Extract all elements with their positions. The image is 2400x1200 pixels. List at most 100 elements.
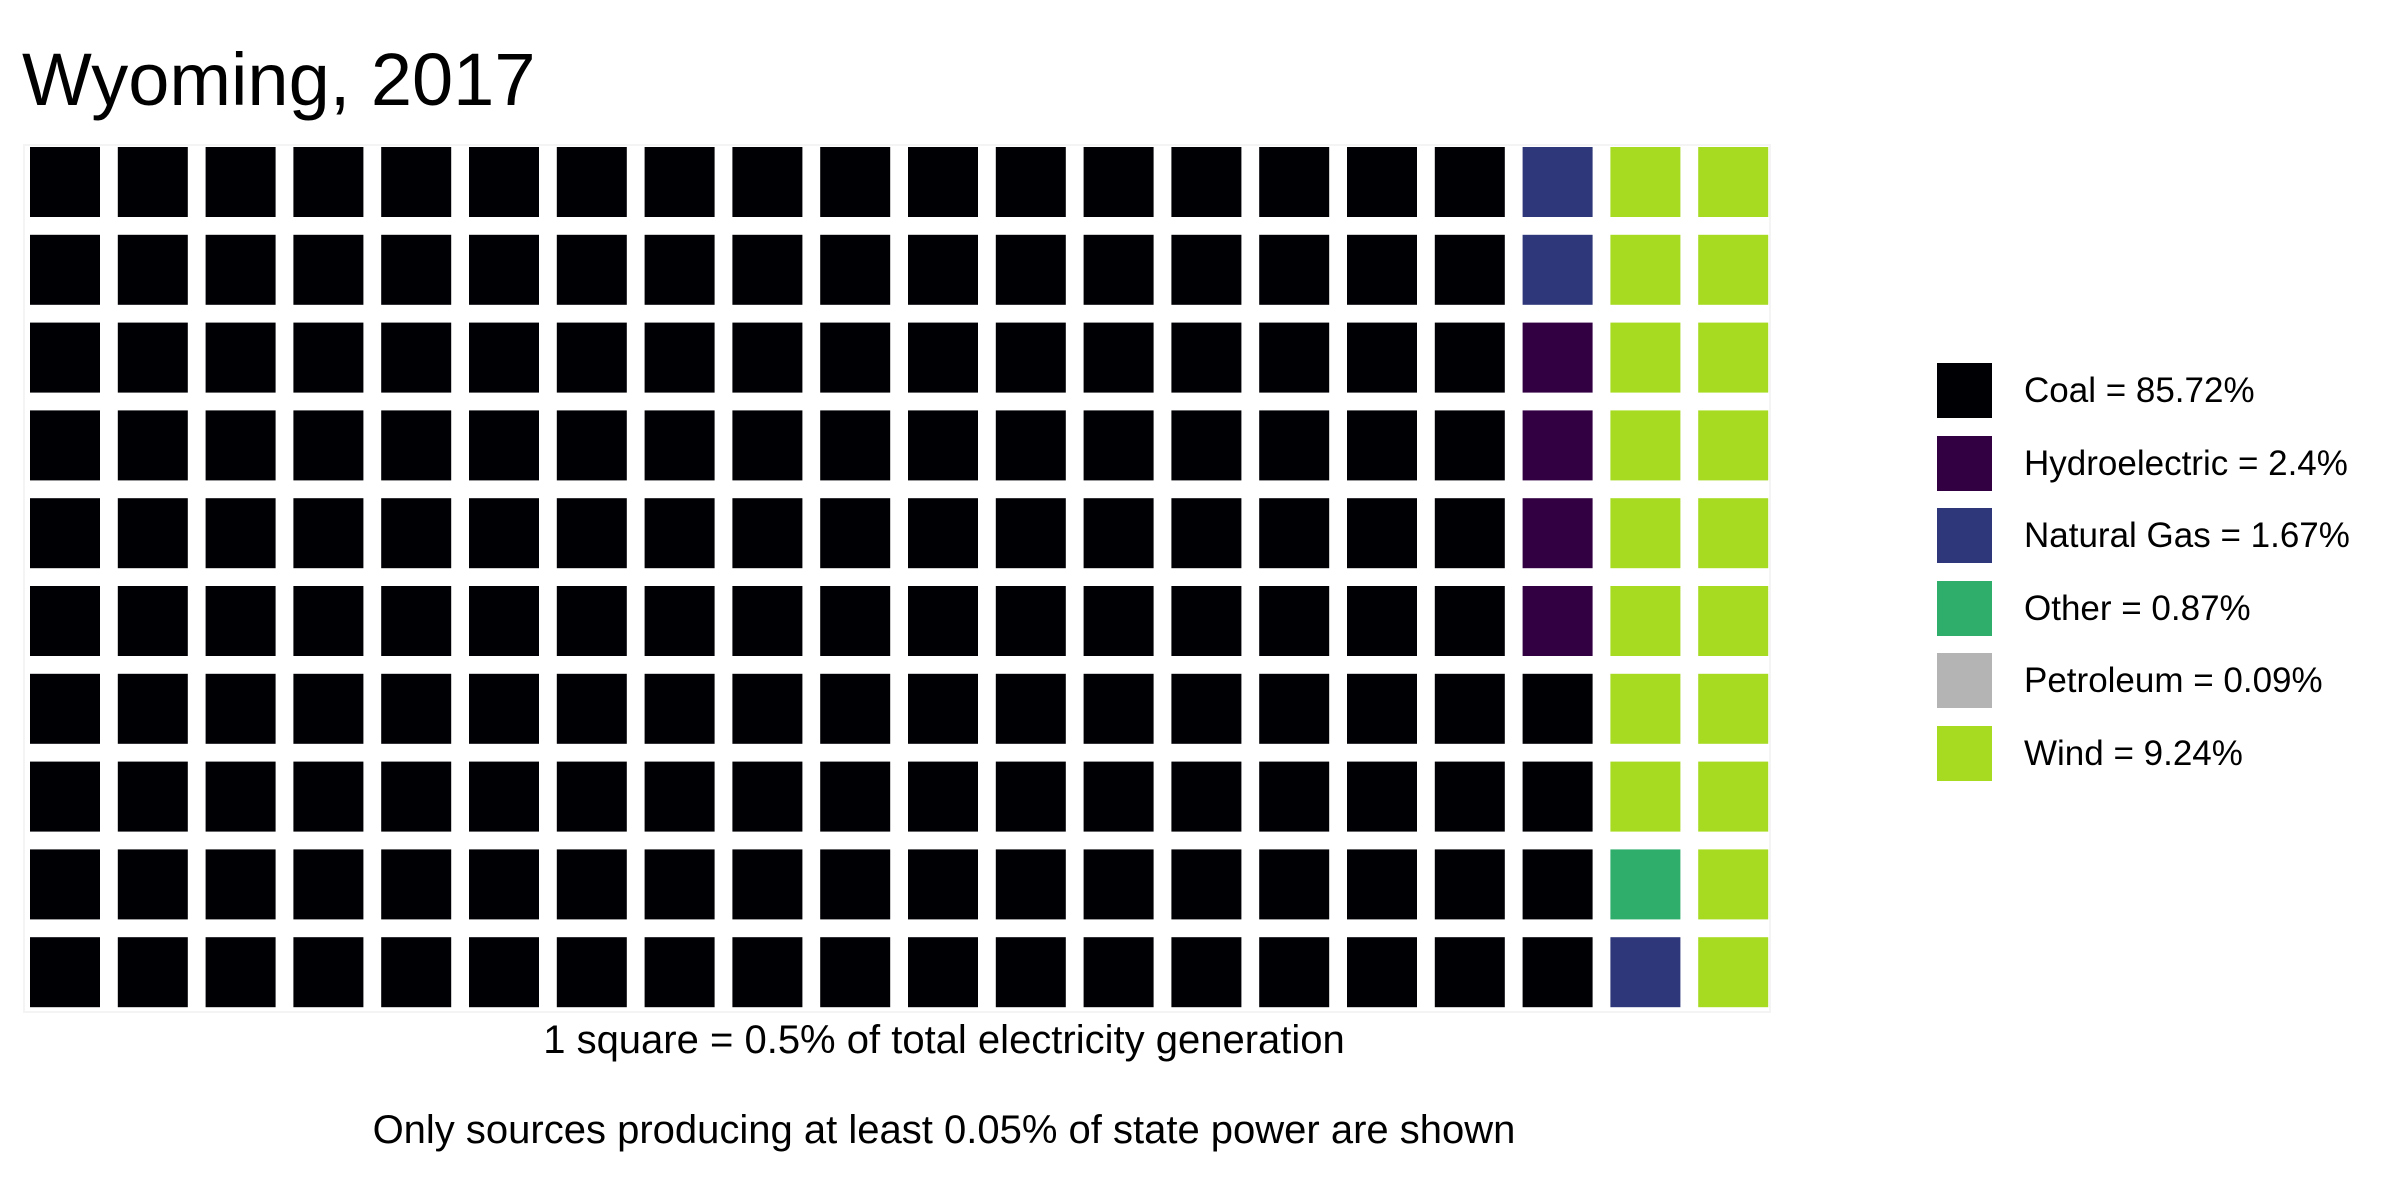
waffle-square-coal: [556, 147, 627, 217]
legend-label-coal: Coal = 85.72%: [2024, 371, 2255, 410]
waffle-square-coal: [556, 586, 627, 656]
waffle-square-coal: [293, 761, 364, 832]
waffle-square-coal: [1347, 849, 1417, 920]
waffle-square-coal: [644, 147, 715, 217]
waffle-square-coal: [117, 761, 188, 832]
waffle-square-coal: [732, 410, 803, 481]
waffle-square-coal: [117, 937, 188, 1008]
waffle-square-coal: [1259, 410, 1330, 481]
waffle-square-coal: [117, 849, 188, 920]
waffle-square-coal: [1259, 586, 1330, 656]
waffle-square-coal: [469, 937, 539, 1008]
waffle-square-wind: [1610, 234, 1681, 305]
waffle-square-coal: [1347, 234, 1417, 305]
waffle-square-wind: [1698, 410, 1769, 481]
waffle-square-coal: [820, 586, 891, 656]
waffle-square-coal: [644, 234, 715, 305]
waffle-square-coal: [205, 586, 276, 656]
waffle-square-coal: [908, 761, 978, 832]
waffle-square-coal: [995, 410, 1066, 481]
waffle-square-coal: [205, 498, 276, 569]
waffle-square-coal: [1083, 147, 1154, 217]
waffle-square-coal: [820, 937, 891, 1008]
waffle-square-coal: [1083, 849, 1154, 920]
waffle-square-coal: [908, 147, 978, 217]
waffle-square-coal: [381, 147, 452, 217]
waffle-square-coal: [1434, 234, 1505, 305]
waffle-square-other: [1610, 849, 1681, 920]
waffle-squares: [30, 147, 1769, 1008]
waffle-square-coal: [1347, 498, 1417, 569]
waffle-square-coal: [1347, 586, 1417, 656]
waffle-square-coal: [469, 498, 539, 569]
waffle-square-coal: [1171, 234, 1242, 305]
waffle-square-coal: [820, 498, 891, 569]
waffle-square-coal: [1259, 673, 1330, 744]
waffle-square-natural-gas: [1610, 937, 1681, 1008]
waffle-square-coal: [293, 498, 364, 569]
waffle-square-wind: [1698, 761, 1769, 832]
waffle-square-coal: [30, 322, 100, 393]
waffle-square-coal: [381, 410, 452, 481]
waffle-square-wind: [1610, 498, 1681, 569]
waffle-square-coal: [1171, 322, 1242, 393]
waffle-square-coal: [1434, 586, 1505, 656]
waffle-square-coal: [381, 937, 452, 1008]
waffle-square-coal: [205, 937, 276, 1008]
waffle-square-coal: [117, 234, 188, 305]
waffle-square-coal: [1522, 937, 1593, 1008]
waffle-square-coal: [820, 234, 891, 305]
waffle-square-wind: [1698, 498, 1769, 569]
waffle-square-hydroelectric: [1522, 410, 1593, 481]
waffle-square-coal: [30, 849, 100, 920]
waffle-square-coal: [117, 673, 188, 744]
waffle-square-coal: [556, 322, 627, 393]
waffle-square-hydroelectric: [1522, 498, 1593, 569]
waffle-square-coal: [995, 761, 1066, 832]
waffle-square-coal: [117, 586, 188, 656]
waffle-square-coal: [1522, 673, 1593, 744]
legend-label-petroleum: Petroleum = 0.09%: [2024, 661, 2323, 700]
legend-item-natural-gas: Natural Gas = 1.67%: [1937, 508, 2397, 564]
waffle-square-coal: [469, 234, 539, 305]
waffle-square-coal: [820, 761, 891, 832]
waffle-square-coal: [469, 849, 539, 920]
waffle-square-coal: [1434, 849, 1505, 920]
waffle-square-coal: [30, 937, 100, 1008]
waffle-square-coal: [995, 147, 1066, 217]
waffle-square-coal: [117, 410, 188, 481]
legend-label-hydroelectric: Hydroelectric = 2.4%: [2024, 443, 2348, 483]
legend-swatch-other: [1937, 580, 1992, 636]
waffle-square-coal: [908, 586, 978, 656]
waffle-square-natural-gas: [1522, 147, 1593, 217]
waffle-square-coal: [732, 322, 803, 393]
waffle-square-wind: [1698, 849, 1769, 920]
waffle-square-coal: [644, 322, 715, 393]
waffle-square-coal: [908, 937, 978, 1008]
legend-item-hydroelectric: Hydroelectric = 2.4%: [1937, 435, 2397, 492]
waffle-square-coal: [117, 498, 188, 569]
waffle-square-coal: [1171, 586, 1242, 656]
waffle-square-coal: [381, 234, 452, 305]
legend-item-coal: Coal = 85.72%: [1937, 363, 2397, 419]
waffle-square-hydroelectric: [1522, 322, 1593, 393]
waffle-square-coal: [1347, 322, 1417, 393]
legend-swatch-petroleum: [1937, 653, 1992, 708]
waffle-square-coal: [1171, 673, 1242, 744]
waffle-square-coal: [205, 322, 276, 393]
waffle-square-coal: [556, 849, 627, 920]
waffle-square-coal: [908, 410, 978, 481]
legend-label-other: Other = 0.87%: [2024, 588, 2251, 628]
waffle-square-coal: [293, 937, 364, 1008]
waffle-square-coal: [469, 761, 539, 832]
waffle-square-coal: [1522, 849, 1593, 920]
waffle-square-coal: [732, 498, 803, 569]
waffle-square-coal: [381, 761, 452, 832]
waffle-square-wind: [1698, 937, 1769, 1008]
waffle-square-coal: [1434, 410, 1505, 481]
waffle-square-coal: [820, 673, 891, 744]
waffle-square-coal: [556, 498, 627, 569]
waffle-square-coal: [293, 673, 364, 744]
waffle-square-coal: [908, 498, 978, 569]
waffle-square-coal: [293, 849, 364, 920]
